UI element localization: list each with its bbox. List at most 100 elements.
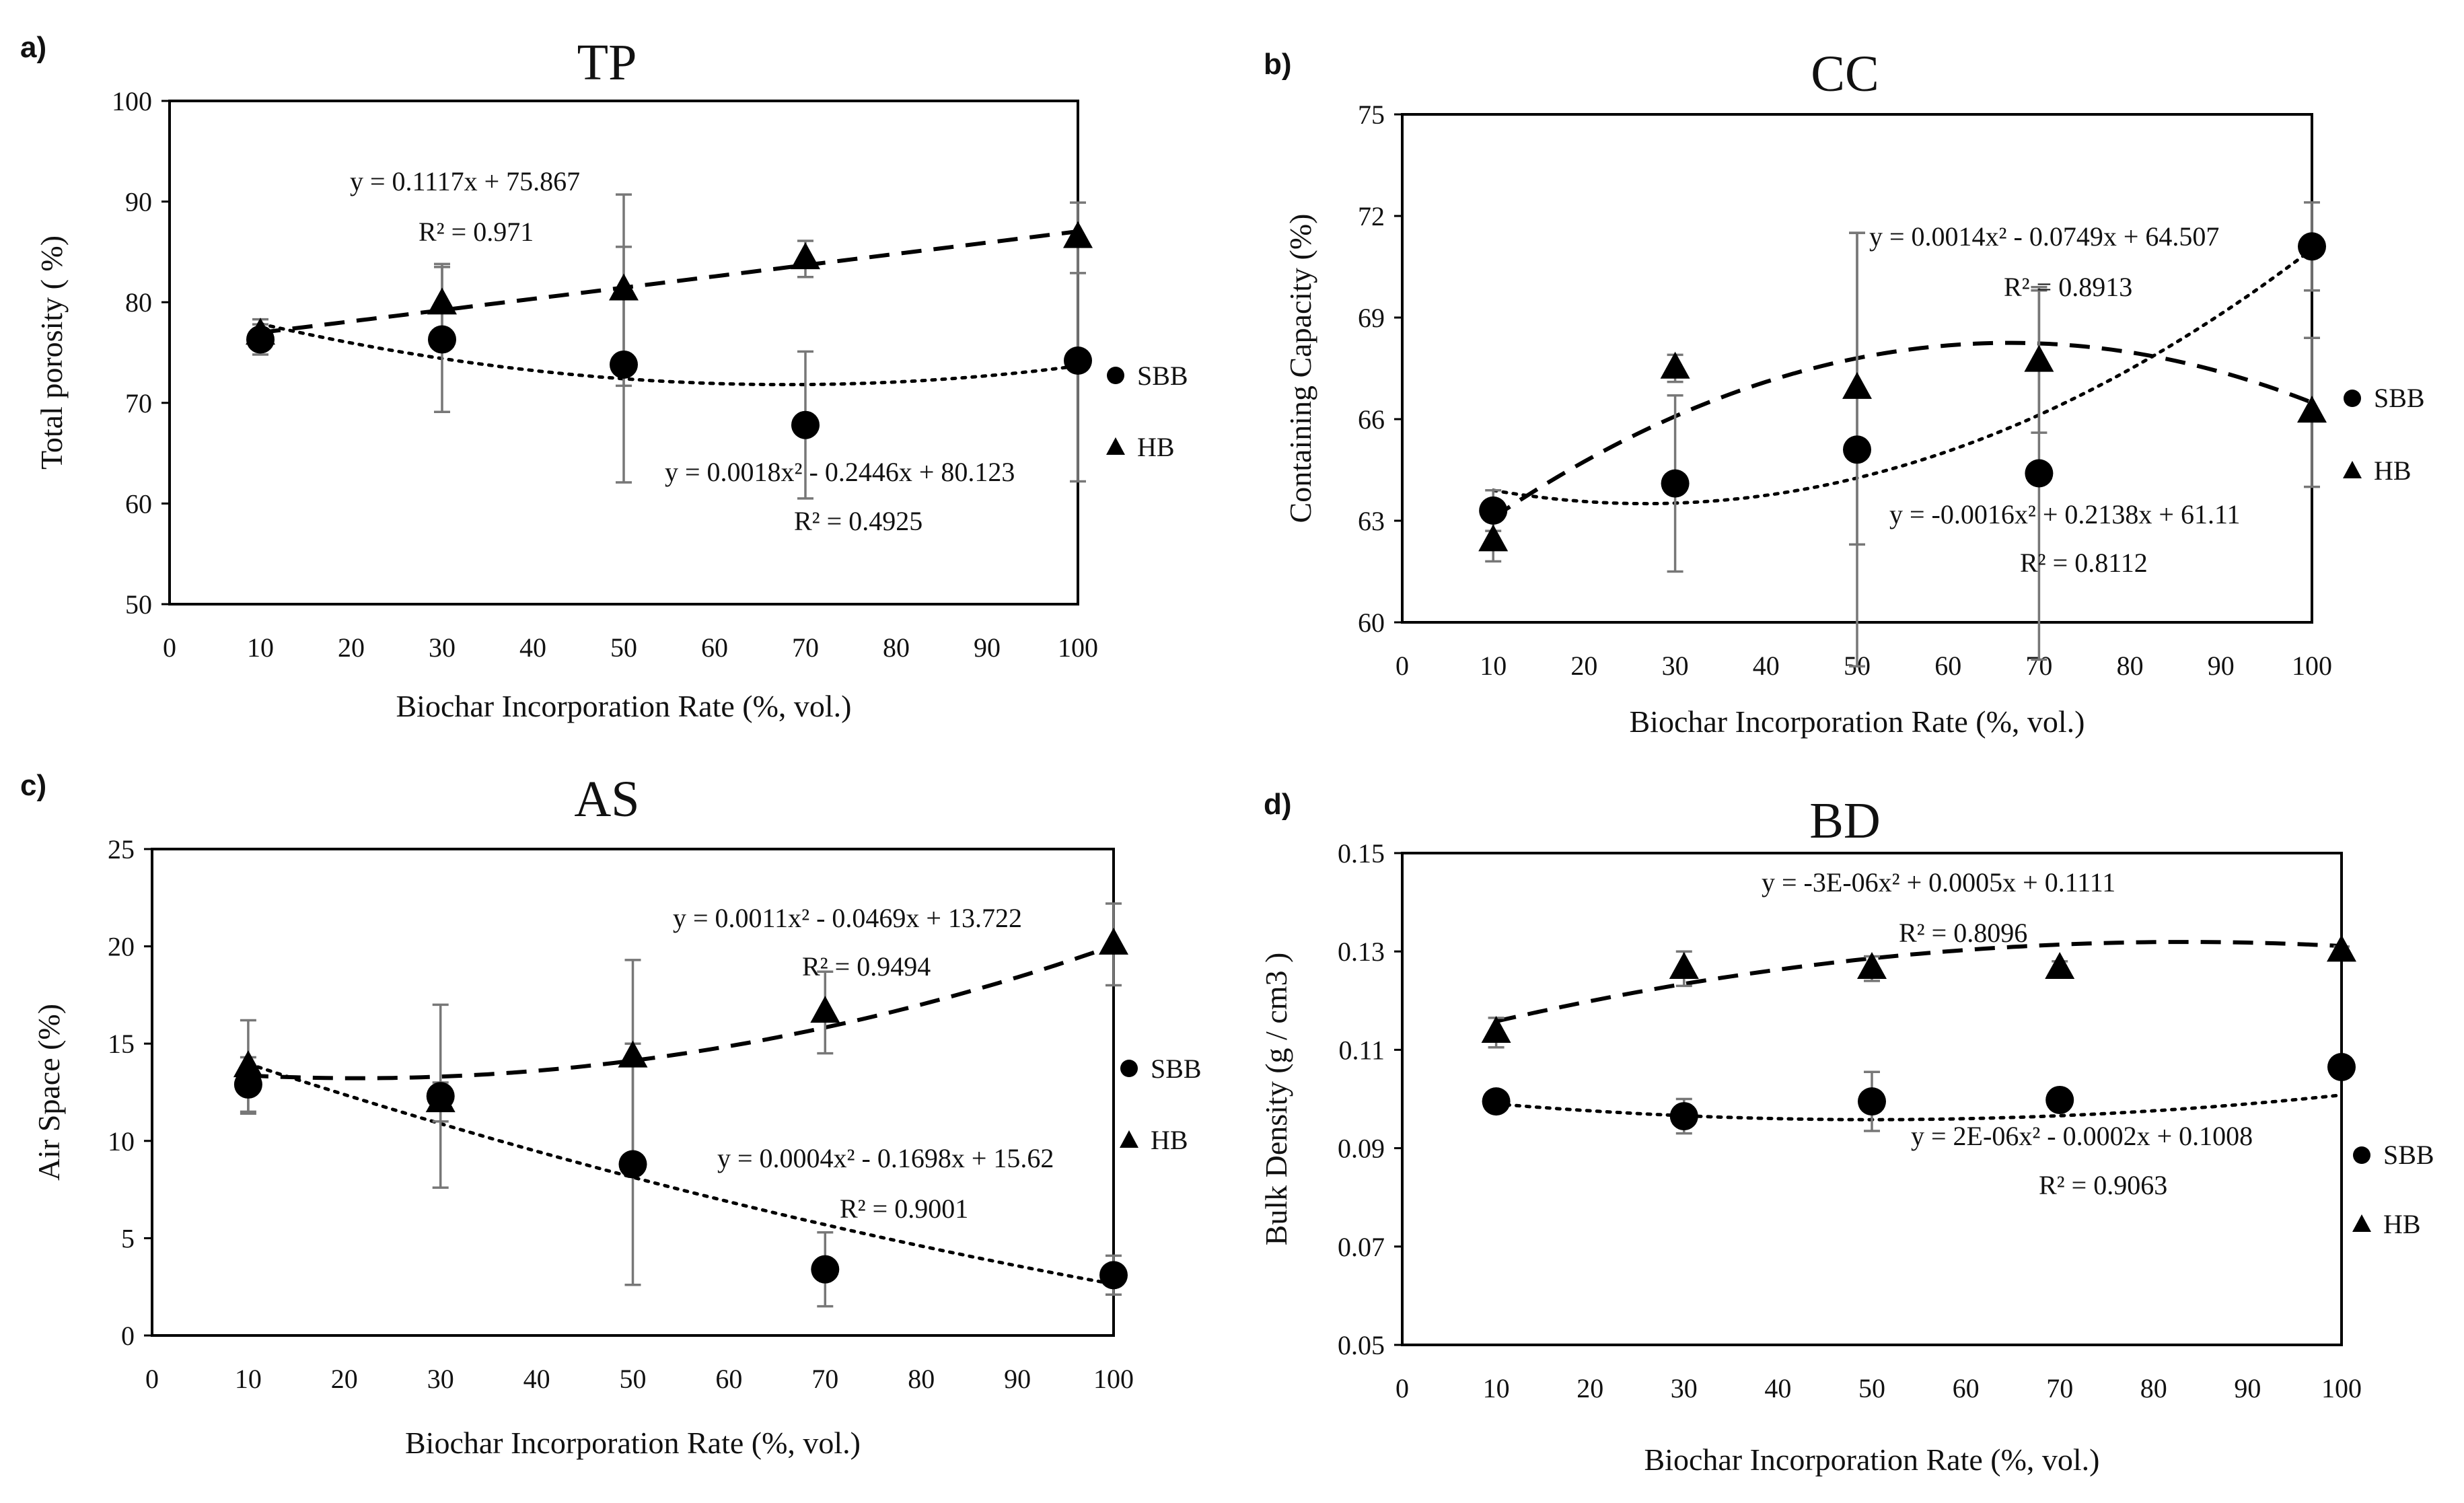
data-point-hb: [1857, 951, 1887, 979]
regression-equation: y = 0.0011x² - 0.0469x + 13.722: [673, 903, 1022, 933]
y-tick-label: 90: [125, 187, 152, 217]
y-tick-label: 63: [1358, 506, 1385, 536]
y-axis-label: Bulk Density (g / cm3 ): [1259, 953, 1293, 1246]
trendline-hb: [260, 229, 1078, 335]
data-point-hb: [2297, 396, 2327, 423]
y-tick-label: 20: [108, 932, 135, 962]
trendline-sbb: [1491, 248, 2312, 506]
x-tick-label: 100: [2292, 651, 2332, 681]
y-tick-label: 66: [1358, 404, 1385, 435]
y-tick-label: 75: [1358, 100, 1385, 130]
chart-panel-bd: d) BD 0 10 20 30 40 50 60 70 80 90 100 0.05 0.07 0.09 0.…: [1259, 788, 2434, 1477]
plot-frame: [1401, 852, 2343, 1346]
data-point-hb: [1660, 351, 1690, 379]
data-point-hb: [246, 318, 275, 345]
plot-frame: [151, 848, 1115, 1337]
r-squared: R² = 0.4925: [794, 506, 922, 536]
data-point-hb: [427, 287, 457, 315]
x-tick-label: 0: [163, 632, 176, 663]
y-tick-label: 5: [121, 1223, 135, 1253]
data-point-sbb: [2045, 1085, 2074, 1114]
y-tick-label: 100: [112, 86, 152, 116]
data-point-hb: [1478, 524, 1509, 552]
regression-equation: y = -0.0016x² + 0.2138x + 61.11: [1889, 499, 2241, 529]
x-tick-label: 90: [2208, 651, 2235, 681]
y-tick-label: 70: [125, 388, 152, 418]
legend-label: SBB: [1151, 1054, 1202, 1084]
legend-marker-sbb: [2353, 1146, 2370, 1164]
x-tick-label: 70: [792, 632, 819, 663]
x-tick-label: 90: [974, 632, 1001, 663]
data-point-hb: [791, 242, 820, 270]
chart-panel-cc: b)CC0102030405060708090100606366697275Bi…: [1264, 46, 2425, 739]
x-tick-label: 50: [610, 632, 637, 663]
data-point-sbb: [1482, 1087, 1511, 1116]
x-tick-label: 40: [1753, 651, 1780, 681]
x-tick-label: 80: [2117, 651, 2144, 681]
x-tick-label: 0: [145, 1364, 159, 1394]
panel-letter: d): [1264, 788, 1292, 821]
x-tick-label: 60: [701, 632, 728, 663]
chart-title: BD: [1809, 793, 1881, 849]
legend-marker-hb: [1106, 437, 1125, 455]
data-point-sbb: [1479, 496, 1508, 525]
legend-label: SBB: [2383, 1140, 2434, 1170]
data-point-hb: [2327, 934, 2356, 962]
data-point-hb: [2045, 951, 2075, 979]
r-squared: R² = 0.9063: [2039, 1170, 2167, 1200]
data-point-hb: [2024, 344, 2054, 372]
trendline-hb: [248, 943, 1114, 1080]
x-tick-label: 80: [883, 632, 910, 663]
r-squared: R² = 0.8096: [1899, 918, 2027, 948]
data-point-hb: [1842, 371, 1872, 399]
y-tick-label: 10: [108, 1126, 135, 1157]
data-point-sbb: [233, 1070, 262, 1099]
y-tick-label: 50: [125, 589, 152, 620]
x-tick-label: 60: [715, 1364, 742, 1394]
x-tick-label: 20: [1577, 1373, 1603, 1403]
regression-equation: y = 0.0014x² - 0.0749x + 64.507: [1869, 221, 2219, 252]
legend-marker-sbb: [1120, 1060, 1138, 1077]
y-axis-label: Total porosity ( %): [34, 235, 69, 470]
x-tick-label: 70: [811, 1364, 838, 1394]
data-point-sbb: [618, 1150, 647, 1179]
y-tick-label: 69: [1358, 303, 1385, 333]
data-point-hb: [1481, 1016, 1511, 1043]
legend-label: HB: [1151, 1125, 1188, 1155]
data-point-hb: [425, 1085, 456, 1113]
regression-equation: y = 0.0018x² - 0.2446x + 80.123: [665, 457, 1015, 487]
data-point-hb: [609, 273, 639, 301]
x-tick-label: 100: [2321, 1373, 2362, 1403]
legend-label: HB: [1137, 432, 1175, 462]
y-tick-label: 0: [121, 1321, 135, 1351]
x-tick-label: 60: [1934, 651, 1961, 681]
x-tick-label: 10: [235, 1364, 262, 1394]
data-point-hb: [1063, 221, 1093, 248]
data-point-sbb: [1858, 1087, 1886, 1116]
legend-marker-hb: [2352, 1214, 2371, 1232]
x-tick-label: 50: [1858, 1373, 1885, 1403]
regression-equation: y = 0.1117x + 75.867: [350, 166, 580, 196]
y-axis-label: Air Space (%): [32, 1004, 66, 1181]
trendline-sbb: [258, 322, 1078, 387]
x-tick-label: 80: [2140, 1373, 2167, 1403]
x-tick-label: 60: [1953, 1373, 1980, 1403]
regression-equation: y = -3E-06x² + 0.0005x + 0.1111: [1762, 867, 2115, 897]
r-squared: R² = 0.8913: [2004, 272, 2132, 302]
panel-letter: c): [20, 769, 46, 802]
chart-title: TP: [577, 34, 637, 91]
y-tick-label: 0.07: [1338, 1232, 1385, 1262]
x-tick-label: 40: [519, 632, 546, 663]
data-point-hb: [618, 1040, 648, 1068]
data-point-sbb: [2025, 459, 2054, 488]
data-point-hb: [233, 1050, 263, 1078]
legend-label: SBB: [1137, 361, 1188, 391]
x-tick-label: 40: [1764, 1373, 1791, 1403]
x-tick-label: 0: [1396, 651, 1409, 681]
y-tick-label: 72: [1358, 201, 1385, 231]
y-tick-label: 0.09: [1338, 1134, 1385, 1164]
panel-letter: a): [20, 31, 46, 64]
y-tick-label: 60: [1358, 608, 1385, 638]
r-squared: R² = 0.9001: [840, 1194, 968, 1224]
y-tick-label: 0.15: [1338, 838, 1385, 869]
